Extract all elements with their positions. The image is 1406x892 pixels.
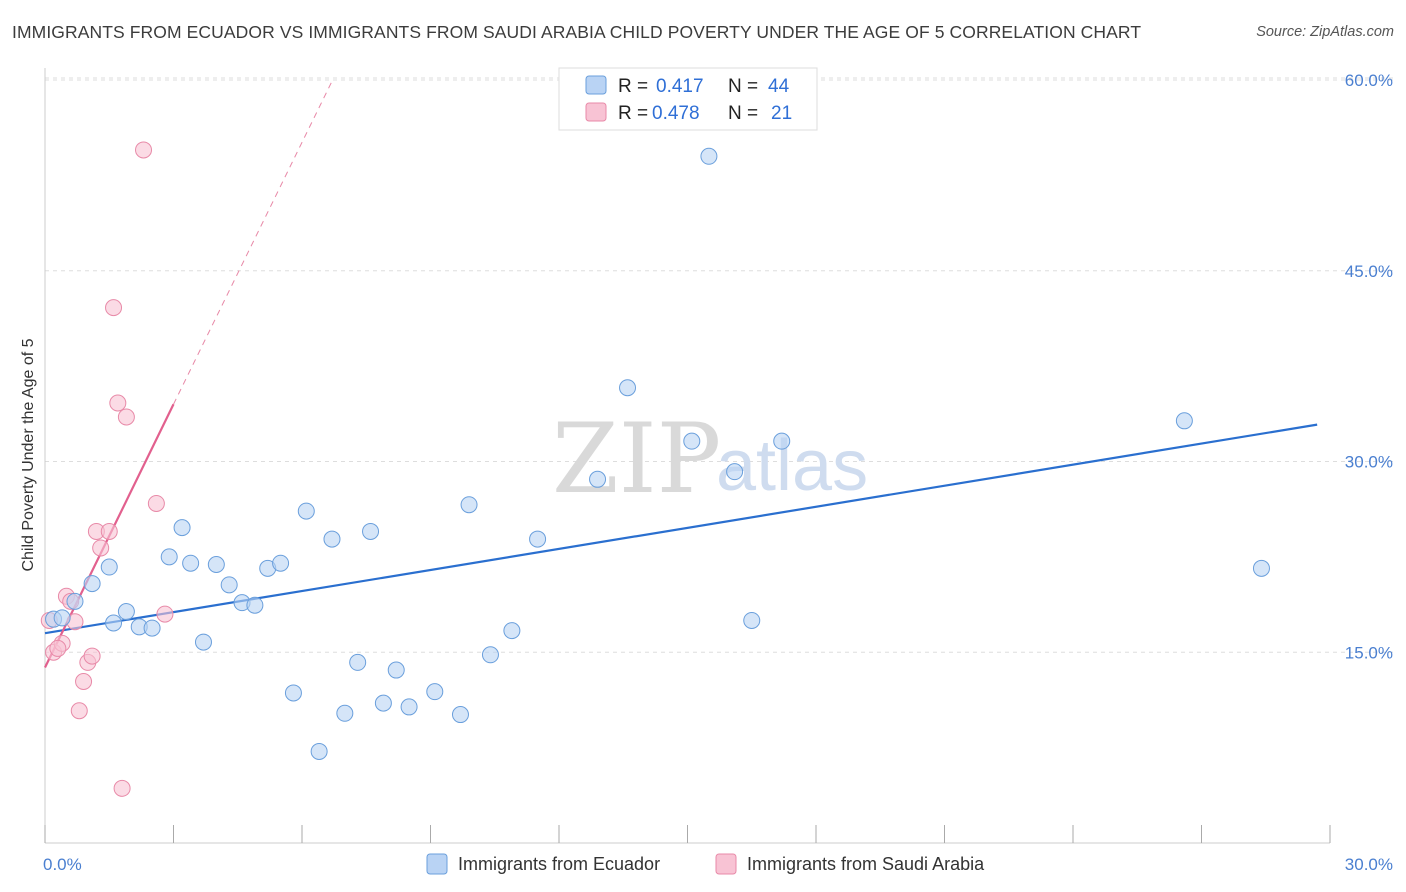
series-legend-swatch-saudi	[715, 853, 737, 875]
watermark-atlas: atlas	[716, 426, 868, 506]
legend-n-label-saudi: N =	[728, 103, 758, 124]
legend-r-value-ecuador: 0.417	[656, 76, 704, 97]
trend-line-saudi-extension	[173, 81, 333, 405]
legend-n-label-ecuador: N =	[728, 76, 758, 97]
point-ecuador-11	[182, 554, 200, 572]
point-ecuador-36	[619, 379, 637, 397]
legend-r-label-ecuador: R =	[618, 76, 648, 97]
data-points	[40, 141, 1270, 797]
series-legend: Immigrants from Ecuador Immigrants from …	[426, 853, 985, 875]
point-ecuador-4	[100, 558, 118, 576]
source-credit: Source: ZipAtlas.com	[1256, 24, 1394, 40]
point-ecuador-32	[481, 646, 499, 664]
x-tick-label-1: 30.0%	[1345, 855, 1393, 874]
point-ecuador-43	[1252, 559, 1270, 577]
chart-title: IMMIGRANTS FROM ECUADOR VS IMMIGRANTS FR…	[12, 22, 1142, 42]
point-ecuador-38	[700, 147, 718, 165]
point-saudi-16	[117, 408, 135, 426]
point-ecuador-37	[683, 432, 701, 450]
point-ecuador-18	[272, 554, 290, 572]
point-ecuador-41	[773, 432, 791, 450]
point-saudi-7	[75, 672, 93, 690]
y-tick-labels: 15.0% 30.0% 45.0% 60.0%	[1345, 71, 1393, 662]
legend-swatch-ecuador	[585, 75, 607, 95]
point-ecuador-19	[284, 684, 302, 702]
point-saudi-20	[49, 639, 67, 657]
point-saudi-18	[147, 494, 165, 512]
x-tick-label-0: 0.0%	[43, 855, 82, 874]
legend-box: R = 0.417 N = 44 R = 0.478 N = 21	[558, 67, 818, 131]
point-ecuador-30	[451, 706, 469, 724]
point-ecuador-23	[336, 704, 354, 722]
y-tick-label-3: 60.0%	[1345, 71, 1393, 90]
point-saudi-13	[105, 299, 123, 317]
point-ecuador-35	[589, 470, 607, 488]
point-saudi-9	[83, 647, 101, 665]
point-ecuador-33	[503, 622, 521, 640]
grid-lines	[45, 77, 1395, 653]
legend-swatch-saudi	[585, 102, 607, 122]
y-tick-label-2: 45.0%	[1345, 262, 1393, 281]
series-legend-label-saudi: Immigrants from Saudi Arabia	[747, 854, 985, 874]
watermark-zip: ZIP	[552, 403, 721, 515]
y-tick-label-0: 15.0%	[1345, 643, 1393, 662]
point-ecuador-3	[83, 575, 101, 593]
point-ecuador-29	[426, 683, 444, 701]
point-ecuador-27	[387, 661, 405, 679]
point-saudi-14	[109, 394, 127, 412]
point-ecuador-24	[349, 653, 367, 671]
point-ecuador-34	[529, 530, 547, 548]
point-saudi-12	[100, 522, 118, 540]
point-ecuador-25	[362, 522, 380, 540]
point-ecuador-28	[400, 698, 418, 716]
point-saudi-19	[156, 605, 174, 623]
point-ecuador-20	[297, 502, 315, 520]
watermark: ZIP atlas	[552, 403, 868, 515]
point-ecuador-16	[246, 596, 264, 614]
legend-n-value-saudi: 21	[771, 103, 792, 124]
point-ecuador-5	[105, 614, 123, 632]
point-ecuador-1	[53, 609, 71, 627]
point-ecuador-2	[66, 592, 84, 610]
point-ecuador-10	[173, 519, 191, 537]
point-ecuador-40	[743, 611, 761, 629]
axes	[44, 68, 1331, 844]
point-saudi-15	[113, 779, 131, 797]
point-ecuador-26	[374, 694, 392, 712]
point-ecuador-21	[310, 742, 328, 760]
x-tick-labels: 0.0% 30.0%	[43, 855, 1393, 874]
series-legend-swatch-ecuador	[426, 853, 448, 875]
point-ecuador-22	[323, 530, 341, 548]
series-legend-label-ecuador: Immigrants from Ecuador	[458, 854, 660, 874]
y-tick-label-1: 30.0%	[1345, 453, 1393, 472]
point-ecuador-31	[460, 496, 478, 514]
point-saudi-6	[70, 702, 88, 720]
legend-r-label-saudi: R =	[618, 103, 648, 124]
point-ecuador-13	[207, 556, 225, 574]
y-axis-label: Child Poverty Under the Age of 5	[20, 338, 37, 571]
point-saudi-17	[135, 141, 153, 159]
point-ecuador-12	[194, 633, 212, 651]
point-saudi-11	[92, 539, 110, 557]
legend-n-value-ecuador: 44	[768, 76, 790, 97]
point-ecuador-8	[143, 619, 161, 637]
point-ecuador-6	[117, 603, 135, 621]
point-ecuador-42	[1175, 412, 1193, 430]
point-ecuador-39	[726, 463, 744, 481]
point-ecuador-9	[160, 548, 178, 566]
point-ecuador-14	[220, 576, 238, 594]
legend-r-value-saudi: 0.478	[652, 103, 700, 124]
